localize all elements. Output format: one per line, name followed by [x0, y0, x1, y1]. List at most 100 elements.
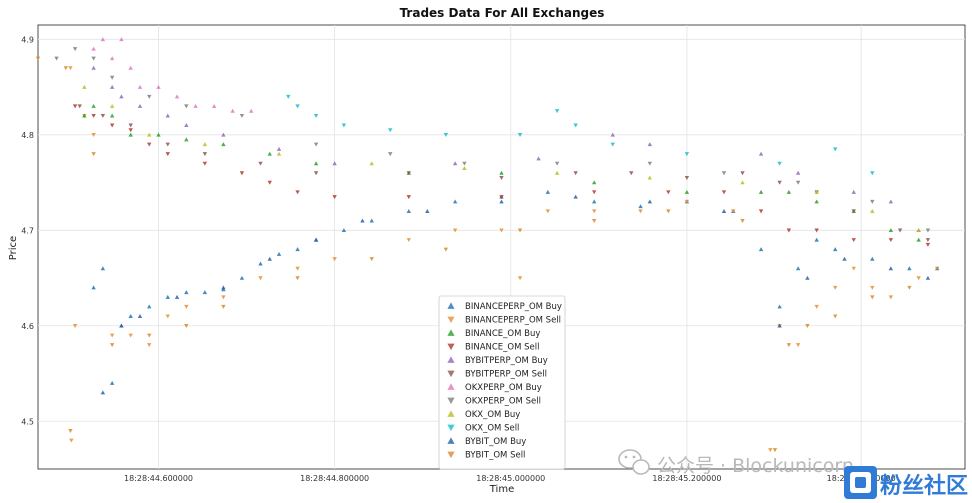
data-point [925, 242, 931, 247]
data-point [814, 228, 819, 233]
data-point [313, 142, 319, 147]
data-point [517, 133, 523, 138]
data-point [174, 94, 180, 99]
data-point [786, 189, 792, 194]
data-point [109, 333, 115, 338]
data-point [592, 209, 597, 214]
data-point [54, 56, 59, 61]
y-axis-ticks: 4.5 4.6 4.7 4.8 4.9 [21, 35, 34, 426]
legend-label: OKXPERP_OM Buy [465, 383, 542, 393]
data-point [258, 276, 263, 281]
data-point [554, 170, 560, 175]
data-point [109, 84, 115, 89]
data-point [517, 228, 523, 233]
data-point [369, 257, 374, 262]
data-point [592, 199, 597, 204]
data-point [805, 275, 810, 280]
data-point [276, 151, 282, 156]
data-point [313, 237, 319, 242]
data-point [91, 152, 96, 157]
data-point [249, 108, 254, 113]
y-tick-label: 4.9 [21, 35, 34, 44]
data-point [768, 448, 773, 453]
data-point [137, 103, 143, 108]
data-point [341, 228, 347, 233]
legend-label: BYBITPERP_OM Buy [465, 356, 548, 366]
data-point [499, 170, 504, 175]
data-point [267, 256, 272, 261]
series-group [77, 104, 931, 243]
y-tick-label: 4.7 [21, 226, 34, 235]
x-axis-label: Time [489, 484, 514, 495]
x-tick-label: 18:28:44.600000 [124, 474, 193, 483]
data-point [202, 161, 208, 166]
data-point [332, 195, 337, 200]
data-point [592, 180, 597, 185]
data-point [295, 190, 300, 195]
data-point [100, 37, 106, 42]
data-point [721, 171, 727, 176]
data-point [925, 275, 931, 280]
legend-marker [447, 370, 455, 378]
data-point [888, 295, 894, 300]
data-point [128, 333, 133, 338]
data-point [174, 294, 180, 299]
data-point [109, 123, 115, 128]
data-point [147, 333, 152, 338]
data-point [156, 84, 161, 89]
data-point [795, 180, 801, 185]
data-point [276, 251, 282, 256]
data-point [388, 128, 393, 133]
data-point [295, 266, 300, 271]
data-point [499, 228, 504, 233]
data-point [184, 137, 189, 142]
data-point [165, 294, 170, 299]
data-point [295, 247, 300, 252]
data-point [147, 343, 152, 348]
wechat-icon [618, 449, 650, 475]
legend: BINANCEPERP_OM Buy BINANCEPERP_OM Sell BIN… [438, 295, 566, 470]
data-point [202, 290, 208, 295]
data-point [851, 238, 856, 243]
data-point [592, 218, 597, 223]
data-point [833, 285, 838, 290]
data-point [202, 152, 208, 157]
data-point [72, 47, 78, 52]
data-point [258, 161, 263, 166]
data-point [647, 161, 653, 166]
data-point [267, 180, 272, 185]
data-point [239, 171, 245, 176]
data-point [147, 94, 152, 99]
data-point [647, 175, 653, 180]
data-point [425, 208, 430, 213]
data-point [295, 276, 300, 281]
data-point [452, 228, 458, 233]
legend-marker [447, 343, 455, 351]
watermark: 公众号 · Blockunicorn [618, 449, 854, 477]
y-tick-label: 4.8 [21, 131, 34, 140]
data-point [870, 171, 875, 176]
data-point [221, 304, 226, 309]
series-group [72, 104, 931, 247]
data-point [369, 161, 374, 166]
data-point [100, 266, 106, 271]
data-point [870, 295, 875, 300]
data-point [109, 343, 115, 348]
data-point [758, 209, 764, 214]
legend-marker [447, 451, 455, 459]
data-point [916, 228, 921, 233]
data-point [870, 199, 875, 204]
data-point [805, 324, 810, 328]
data-point [184, 123, 189, 128]
data-point [128, 128, 133, 133]
data-point [165, 152, 170, 157]
data-point [128, 132, 133, 137]
legend-marker [447, 329, 455, 336]
data-point [721, 190, 727, 195]
x-tick-label: 18:28:45.000000 [476, 474, 545, 483]
data-point [313, 171, 319, 176]
data-point [341, 123, 347, 128]
data-point [758, 151, 764, 156]
data-point [795, 170, 801, 175]
